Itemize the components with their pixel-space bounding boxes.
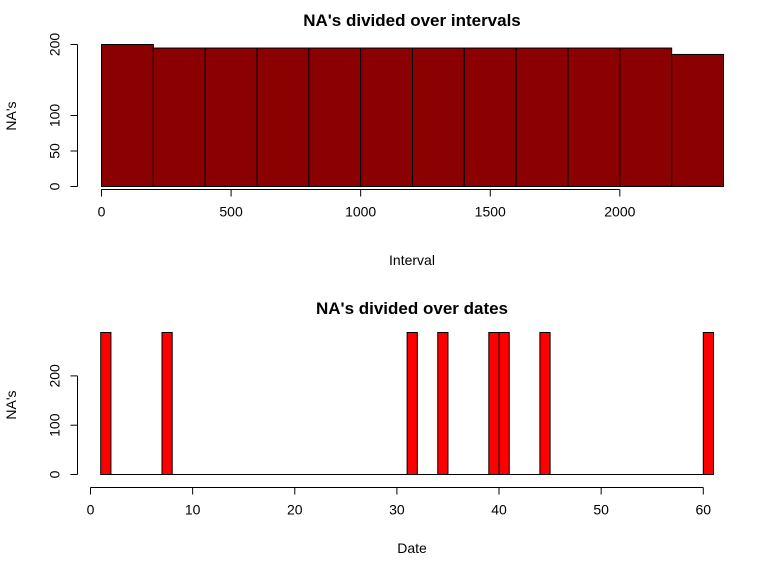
interval-chart-title: NA's divided over intervals <box>303 11 521 30</box>
interval-x-axis: 0 500 1000 1500 2000 <box>98 189 636 220</box>
date-bar <box>437 332 449 475</box>
date-y-axis-label: NA's <box>3 390 19 419</box>
interval-bar <box>308 47 362 187</box>
date-chart-title: NA's divided over dates <box>316 299 508 318</box>
date-y-tick-label: 100 <box>47 413 63 437</box>
date-x-tick-label: 60 <box>695 502 711 518</box>
interval-y-tick-label: 50 <box>47 143 63 159</box>
interval-x-tick-label: 1000 <box>345 204 376 220</box>
interval-bar <box>463 47 517 187</box>
interval-y-tick-label: 100 <box>47 104 63 128</box>
date-bars <box>100 332 714 475</box>
date-x-tick-label: 50 <box>593 502 609 518</box>
date-x-axis-label: Date <box>397 540 427 556</box>
interval-bar <box>101 44 154 187</box>
interval-x-tick-label: 0 <box>98 204 106 220</box>
date-x-axis: 0 10 20 30 40 50 60 <box>87 487 711 518</box>
interval-bar <box>204 47 258 187</box>
interval-bar <box>152 47 206 187</box>
date-bar <box>539 332 551 475</box>
interval-bars <box>101 44 725 187</box>
interval-bar <box>515 47 569 187</box>
date-bar <box>406 332 418 475</box>
interval-y-tick-label: 200 <box>47 33 63 57</box>
interval-bar <box>567 47 621 187</box>
interval-bar <box>412 47 465 187</box>
interval-y-axis: 0 50 100 200 <box>47 33 78 190</box>
date-x-tick-label: 10 <box>185 502 201 518</box>
date-bar <box>702 332 714 475</box>
date-histogram-panel: NA's divided over dates 0 10 20 30 40 50 60 0 1… <box>3 299 714 556</box>
date-x-tick-label: 0 <box>87 502 95 518</box>
date-x-tick-label: 30 <box>389 502 405 518</box>
date-bar <box>161 332 173 475</box>
interval-bar <box>360 47 413 187</box>
interval-x-tick-label: 1500 <box>475 204 506 220</box>
date-y-tick-label: 0 <box>47 470 63 478</box>
interval-bar <box>256 47 310 187</box>
date-x-tick-label: 40 <box>491 502 507 518</box>
date-bar <box>488 332 500 475</box>
interval-bar <box>619 47 673 187</box>
interval-y-axis-label: NA's <box>3 101 19 130</box>
interval-y-tick-label: 0 <box>47 182 63 190</box>
date-bar <box>100 332 112 475</box>
date-y-tick-label: 200 <box>47 364 63 388</box>
interval-x-tick-label: 500 <box>219 204 243 220</box>
interval-histogram-panel: NA's divided over intervals 0 500 1000 1500… <box>3 11 725 268</box>
interval-x-tick-label: 2000 <box>604 204 635 220</box>
interval-bar <box>671 53 725 187</box>
date-y-axis: 0 100 200 <box>47 364 78 478</box>
date-x-tick-label: 20 <box>287 502 303 518</box>
interval-x-axis-label: Interval <box>389 252 435 268</box>
date-bar <box>498 332 510 475</box>
